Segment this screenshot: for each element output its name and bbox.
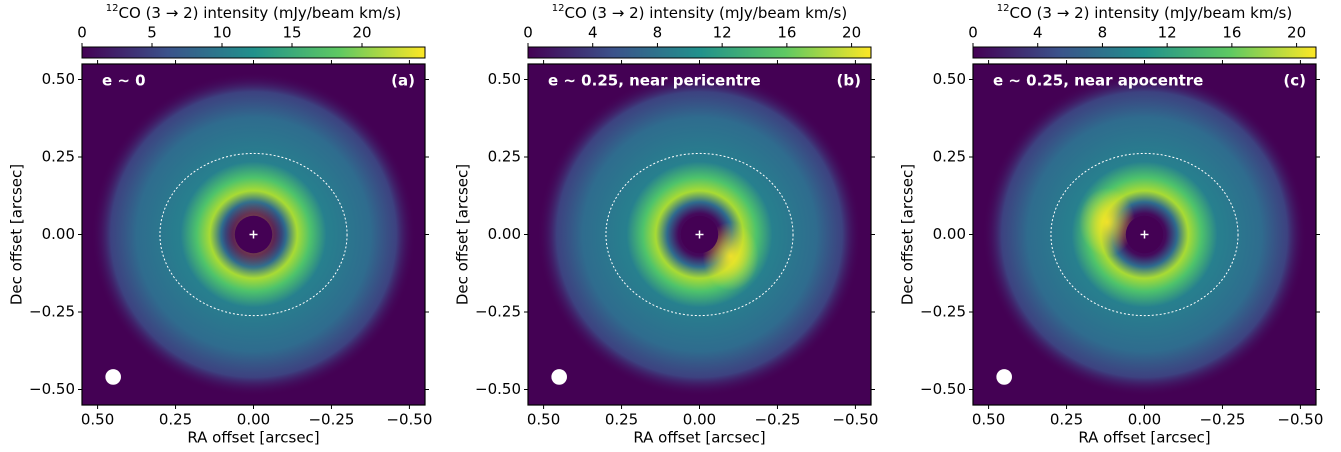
x-tick-label: 0.50 (527, 411, 560, 429)
colorbar-tick-label: 12 (1158, 24, 1177, 42)
colorbar-label-sup: 12 (106, 3, 119, 14)
panel-label: (c) (1283, 72, 1306, 90)
y-tick-label: 0.50 (488, 70, 521, 88)
panel-label: (b) (837, 72, 861, 90)
x-tick-label: −0.50 (1277, 411, 1323, 429)
colorbar-tick-label: 4 (1033, 24, 1043, 42)
y-tick-label: 0.25 (488, 148, 521, 166)
panel-label: (a) (391, 72, 415, 90)
x-tick-label: 0.25 (605, 411, 638, 429)
orbit-ellipse (1050, 152, 1239, 317)
colorbar-label-text: CO (3 → 2) intensity (mJy/beam km/s) (565, 4, 848, 22)
y-tick-label: 0.25 (933, 148, 966, 166)
colorbar-label: 12CO (3 → 2) intensity (mJy/beam km/s) (106, 3, 401, 22)
y-tick-label: 0.50 (42, 70, 75, 88)
y-tick-label: 0.25 (42, 148, 75, 166)
colorbar-label: 12CO (3 → 2) intensity (mJy/beam km/s) (552, 3, 847, 22)
x-axis-label: RA offset [arcsec] (1078, 429, 1210, 447)
x-tick-label: 0.00 (237, 411, 270, 429)
colorbar (972, 46, 1317, 59)
y-axis-label: Dec offset [arcsec] (899, 164, 917, 305)
colorbar-tick-label: 16 (1222, 24, 1241, 42)
x-tick-label: 0.25 (1050, 411, 1083, 429)
colorbar-tick-label: 16 (777, 24, 796, 42)
colorbar (527, 46, 872, 59)
y-tick-label: 0.00 (933, 225, 966, 243)
colorbar-tick-label: 20 (1287, 24, 1306, 42)
y-tick-label: −0.25 (475, 303, 521, 321)
colorbar-label-sup: 12 (997, 3, 1010, 14)
colorbar-tick-label: 0 (77, 24, 87, 42)
x-tick-label: −0.25 (754, 411, 800, 429)
colorbar-tick-label: 0 (968, 24, 978, 42)
centre-marker (695, 230, 704, 239)
y-tick-label: 0.00 (488, 225, 521, 243)
x-tick-label: 0.50 (972, 411, 1005, 429)
y-axis-label: Dec offset [arcsec] (8, 164, 26, 305)
image (82, 64, 425, 405)
x-tick-label: 0.00 (1128, 411, 1161, 429)
colorbar-tick-label: 20 (842, 24, 861, 42)
colorbar-tick-label: 12 (713, 24, 732, 42)
colorbar-label: 12CO (3 → 2) intensity (mJy/beam km/s) (997, 3, 1292, 22)
centre-marker (249, 230, 258, 239)
y-tick-label: 0.50 (933, 70, 966, 88)
image (528, 64, 871, 405)
orbit-ellipse (159, 152, 348, 317)
colorbar-label-sup: 12 (552, 3, 565, 14)
y-axis-label: Dec offset [arcsec] (454, 164, 472, 305)
colorbar-label-text: CO (3 → 2) intensity (mJy/beam km/s) (1010, 4, 1293, 22)
colorbar-tick-label: 20 (352, 24, 371, 42)
y-tick-label: −0.25 (920, 303, 966, 321)
x-tick-label: 0.25 (159, 411, 192, 429)
x-tick-label: −0.25 (1199, 411, 1245, 429)
y-tick-label: 0.00 (42, 225, 75, 243)
y-tick-label: −0.25 (29, 303, 75, 321)
x-tick-label: −0.25 (308, 411, 354, 429)
colorbar-tick-label: 10 (212, 24, 231, 42)
centre-marker (1140, 230, 1149, 239)
beam (996, 369, 1012, 385)
bright-side (1079, 187, 1136, 257)
colorbar-tick-label: 5 (147, 24, 157, 42)
image (973, 64, 1316, 405)
colorbar (81, 46, 426, 59)
colorbar-tick-label: 15 (282, 24, 301, 42)
y-tick-label: −0.50 (475, 380, 521, 398)
colorbar-tick-label: 4 (588, 24, 598, 42)
beam (551, 369, 567, 385)
orbit-ellipse (605, 152, 794, 317)
y-tick-label: −0.50 (29, 380, 75, 398)
colorbar-tick-label: 0 (523, 24, 533, 42)
colorbar-tick-label: 8 (653, 24, 663, 42)
x-axis-label: RA offset [arcsec] (633, 429, 765, 447)
x-axis-label: RA offset [arcsec] (187, 429, 319, 447)
x-tick-label: −0.50 (386, 411, 432, 429)
y-tick-label: −0.50 (920, 380, 966, 398)
colorbar-tick-label: 8 (1098, 24, 1108, 42)
x-tick-label: 0.00 (683, 411, 716, 429)
annotation: e ∼ 0.25, near pericentre (548, 72, 761, 90)
beam (105, 369, 121, 385)
colorbar-label-text: CO (3 → 2) intensity (mJy/beam km/s) (119, 4, 402, 22)
annotation: e ∼ 0 (102, 72, 146, 90)
x-tick-label: −0.50 (832, 411, 878, 429)
annotation: e ∼ 0.25, near apocentre (993, 72, 1203, 90)
x-tick-label: 0.50 (81, 411, 114, 429)
